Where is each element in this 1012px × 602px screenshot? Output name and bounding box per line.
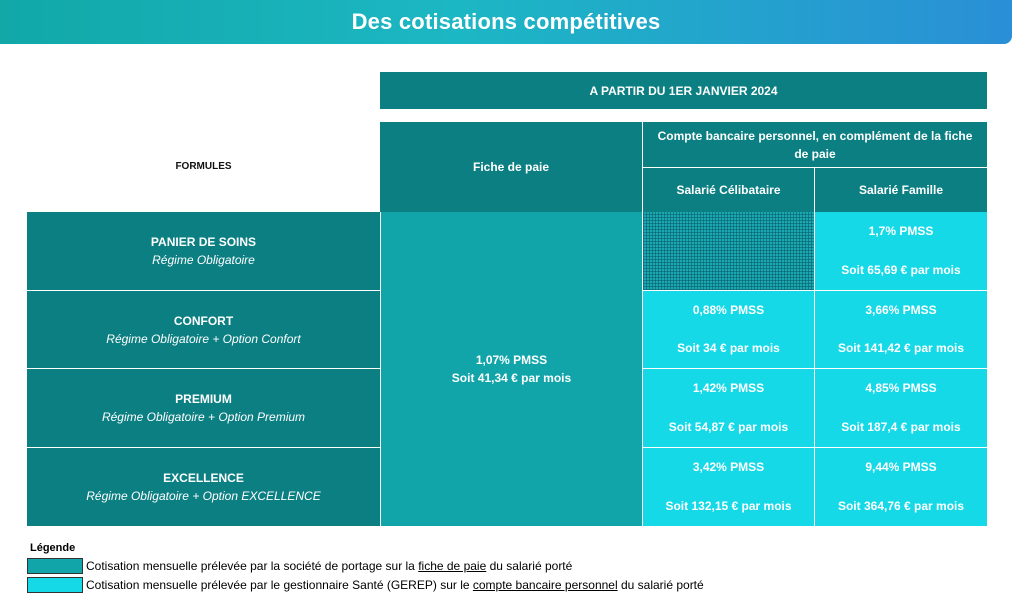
fiche-de-paie-value: 1,07% PMSS Soit 41,34 € par mois: [381, 212, 642, 526]
fiche-de-paie-header: Fiche de paie: [380, 122, 642, 212]
legend-text: Cotisation mensuelle prélevée par le ges…: [86, 578, 704, 592]
formule-panier: PANIER DE SOINS Régime Obligatoire: [27, 212, 380, 290]
amount-value: Soit 364,76 € par mois: [837, 499, 965, 513]
celibataire-header: Salarié Célibataire: [643, 168, 814, 212]
celibataire-label: Salarié Célibataire: [676, 183, 781, 197]
rate-value: 3,66% PMSS: [865, 303, 937, 317]
legend-text-before: Cotisation mensuelle prélevée par la soc…: [86, 559, 419, 573]
famille-excellence: 9,44% PMSS Soit 364,76 € par mois: [815, 448, 987, 526]
fiche-rate: 1,07% PMSS: [475, 353, 548, 367]
legend-swatch-compte: [27, 577, 83, 593]
amount-value: Soit 34 € par mois: [677, 341, 780, 355]
legend-title: Légende: [30, 542, 76, 554]
formule-name: PREMIUM: [175, 392, 232, 406]
formule-description: Régime Obligatoire + Option Premium: [101, 410, 306, 424]
celibataire-excellence: 3,42% PMSS Soit 132,15 € par mois: [643, 448, 814, 526]
formule-excellence: EXCELLENCE Régime Obligatoire + Option E…: [27, 448, 380, 526]
amount-value: Soit 187,4 € par mois: [841, 420, 961, 434]
famille-label: Salarié Famille: [858, 183, 944, 197]
rate-value: 3,42% PMSS: [692, 460, 765, 474]
legend-item-compte: Cotisation mensuelle prélevée par le ges…: [27, 577, 704, 593]
celibataire-confort: 0,88% PMSS Soit 34 € par mois: [643, 291, 814, 368]
formule-description: Régime Obligatoire: [152, 253, 255, 267]
legend-text-before: Cotisation mensuelle prélevée par le ges…: [86, 578, 473, 592]
famille-header: Salarié Famille: [815, 168, 987, 212]
formules-header: FORMULES: [27, 122, 380, 212]
amount-value: Soit 132,15 € par mois: [665, 499, 792, 513]
rate-value: 1,42% PMSS: [692, 381, 765, 395]
page-banner: Des cotisations compétitives: [0, 0, 1012, 44]
formule-premium: PREMIUM Régime Obligatoire + Option Prem…: [27, 369, 380, 447]
legend-swatch-fiche: [27, 558, 83, 574]
rate-value: 9,44% PMSS: [865, 460, 937, 474]
celibataire-premium: 1,42% PMSS Soit 54,87 € par mois: [643, 369, 814, 447]
formule-description: Régime Obligatoire + Option Confort: [106, 331, 301, 346]
rate-value: 4,85% PMSS: [865, 381, 937, 395]
rate-value: 0,88% PMSS: [692, 303, 765, 317]
formule-name: CONFORT: [173, 313, 234, 328]
legend-text-after: du salarié porté: [617, 578, 704, 592]
formules-label: FORMULES: [175, 161, 232, 172]
page-title: Des cotisations compétitives: [351, 9, 661, 34]
amount-value: Soit 54,87 € par mois: [668, 420, 789, 434]
period-label: A PARTIR DU 1ER JANVIER 2024: [589, 83, 778, 98]
fiche-amount: Soit 41,34 € par mois: [451, 371, 572, 385]
legend-underlined: fiche de paie: [418, 559, 487, 573]
legend-underlined: compte bancaire personnel: [472, 578, 618, 592]
legend-text-after: du salarié porté: [486, 559, 573, 573]
amount-value: Soit 65,69 € par mois: [841, 263, 961, 277]
legend-item-fiche: Cotisation mensuelle prélevée par la soc…: [27, 558, 572, 574]
period-header: A PARTIR DU 1ER JANVIER 2024: [380, 72, 987, 109]
formule-name: PANIER DE SOINS: [150, 235, 257, 249]
formule-description: Régime Obligatoire + Option EXCELLENCE: [86, 489, 321, 503]
legend-text: Cotisation mensuelle prélevée par la soc…: [86, 559, 572, 573]
formule-confort: CONFORT Régime Obligatoire + Option Conf…: [27, 291, 380, 368]
fiche-de-paie-label: Fiche de paie: [472, 160, 550, 174]
rate-value: 1,7% PMSS: [868, 224, 934, 238]
celibataire-panier-na: [643, 212, 814, 290]
amount-value: Soit 141,42 € par mois: [837, 341, 965, 355]
compte-bancaire-label: Compte bancaire personnel, en complément…: [657, 128, 973, 161]
famille-premium: 4,85% PMSS Soit 187,4 € par mois: [815, 369, 987, 447]
famille-confort: 3,66% PMSS Soit 141,42 € par mois: [815, 291, 987, 368]
compte-bancaire-header: Compte bancaire personnel, en complément…: [643, 122, 987, 167]
famille-panier: 1,7% PMSS Soit 65,69 € par mois: [815, 212, 987, 290]
formule-name: EXCELLENCE: [163, 471, 244, 485]
